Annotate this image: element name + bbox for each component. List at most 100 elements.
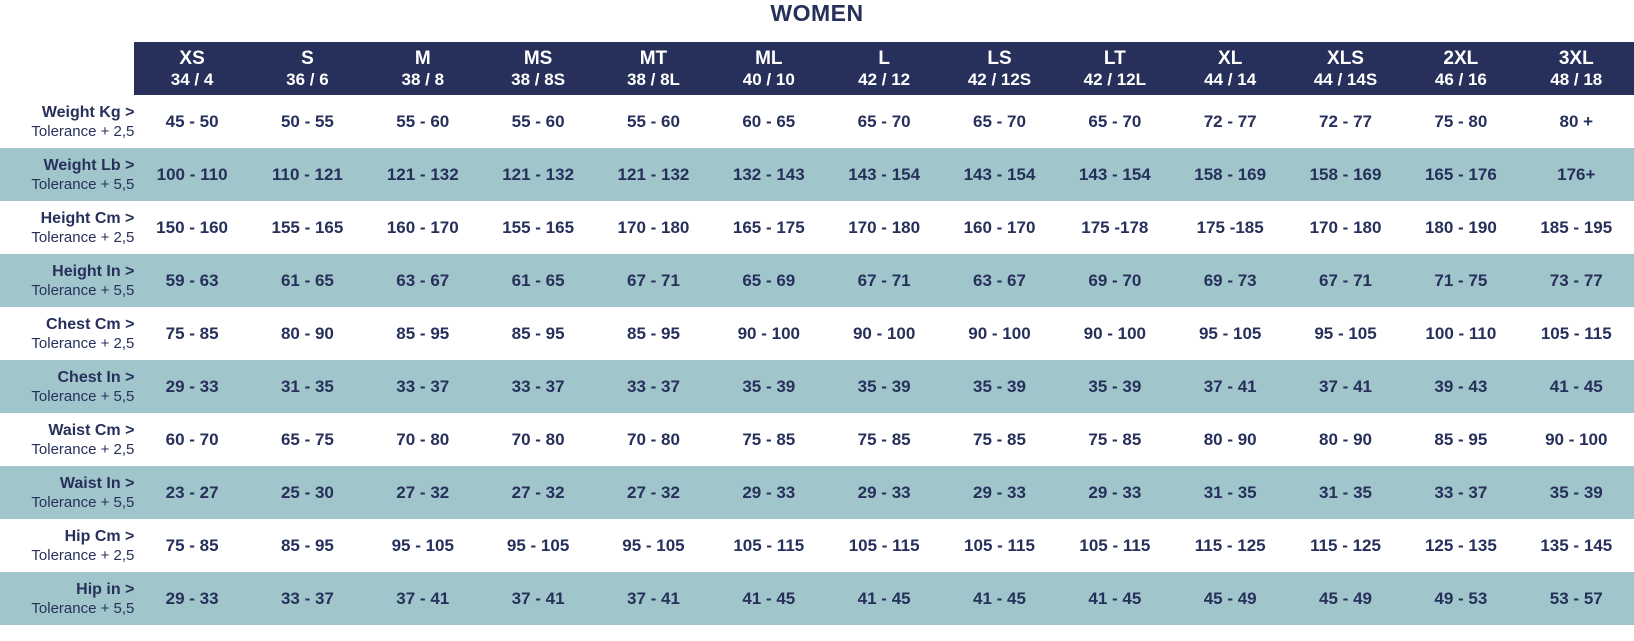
table-cell: 75 - 85	[973, 429, 1026, 449]
table-cell: 69 - 73	[1172, 254, 1288, 307]
size-header-xls: XLS 44 / 14S	[1287, 42, 1404, 95]
table-cell: 110 - 121	[249, 148, 366, 201]
row-label: Chest In > Tolerance + 5,5	[0, 360, 135, 413]
table-cell: 176+	[1518, 148, 1634, 201]
table-cell: 135 - 145	[1540, 535, 1613, 555]
size-code: ML	[755, 47, 783, 69]
table-cell: 80 - 90	[280, 323, 334, 343]
measurement-label: Chest In >	[57, 368, 135, 386]
tolerance-label: Tolerance + 5,5	[31, 281, 135, 299]
table-cell: 80 - 90	[1203, 429, 1257, 449]
table-cell: 49 - 53	[1403, 572, 1519, 625]
table-cell: 69 - 70	[1057, 254, 1173, 307]
table-cell: 70 - 80	[396, 429, 450, 449]
size-header-xl: XL 44 / 14	[1172, 42, 1288, 95]
table-cell: 85 - 95	[396, 323, 450, 343]
table-cell: 125 - 135	[1424, 535, 1497, 555]
table-cell: 95 - 105	[391, 535, 454, 555]
table-cell: 90 - 100	[852, 323, 916, 343]
table-cell: 29 - 33	[134, 360, 250, 413]
size-header-ms: MS 38 / 8S	[480, 42, 596, 95]
tolerance-label: Tolerance + 5,5	[31, 175, 135, 193]
size-header-ml: ML 40 / 10	[711, 42, 827, 95]
table-cell: 45 - 49	[1172, 572, 1288, 625]
size-header-l: L 42 / 12	[826, 42, 942, 95]
table-cell: 95 - 105	[1314, 323, 1377, 343]
table-cell: 105 - 115	[733, 535, 805, 555]
chart-title: WOMEN	[770, 0, 864, 26]
table-cell: 25 - 30	[249, 466, 366, 519]
table-cell: 23 - 27	[134, 466, 250, 519]
size-table: XS 34 / 4 S 36 / 6 M 38 / 8 MS 38 / 8S MT 38 / 8L…	[0, 42, 1634, 625]
table-cell: 75 - 85	[857, 429, 911, 449]
size-eu-uk: 44 / 14	[1204, 69, 1257, 89]
measurement-label: Weight Kg >	[41, 103, 135, 121]
table-cell: 35 - 39	[941, 360, 1058, 413]
table-cell: 37 - 41	[1287, 360, 1404, 413]
table-cell: 170 - 180	[1309, 217, 1382, 237]
header-corner	[0, 42, 135, 95]
size-code: LS	[987, 47, 1012, 69]
tolerance-label: Tolerance + 5,5	[31, 599, 135, 617]
row-label: Weight Kg > Tolerance + 2,5	[0, 95, 135, 148]
row-label: Hip in > Tolerance + 5,5	[0, 572, 135, 625]
size-header-mt: MT 38 / 8L	[595, 42, 712, 95]
table-cell: 100 - 110	[134, 148, 250, 201]
table-cell: 65 - 70	[857, 111, 911, 131]
table-cell: 155 - 165	[271, 217, 344, 237]
measurement-label: Hip in >	[76, 580, 135, 598]
table-cell: 61 - 65	[480, 254, 596, 307]
table-cell: 55 - 60	[396, 111, 450, 131]
size-code: 3XL	[1558, 47, 1594, 69]
table-cell: 72 - 77	[1203, 111, 1257, 131]
measurement-label: Chest Cm >	[45, 315, 135, 333]
size-header-3xl: 3XL 48 / 18	[1518, 42, 1634, 95]
table-cell: 29 - 33	[134, 572, 250, 625]
table-cell: 29 - 33	[711, 466, 827, 519]
table-cell: 115 - 125	[1194, 535, 1266, 555]
size-eu-uk: 48 / 18	[1550, 69, 1603, 89]
table-cell: 90 - 100	[1545, 429, 1608, 449]
size-header-2xl: 2XL 46 / 16	[1403, 42, 1519, 95]
tolerance-label: Tolerance + 5,5	[31, 387, 135, 405]
size-code: XLS	[1327, 47, 1364, 69]
table-cell: 33 - 37	[480, 360, 596, 413]
table-cell: 105 - 115	[1079, 535, 1151, 555]
table-cell: 50 - 55	[280, 111, 334, 131]
table-cell: 105 - 115	[964, 535, 1035, 555]
table-cell: 143 - 154	[826, 148, 942, 201]
table-cell: 158 - 169	[1287, 148, 1404, 201]
row-label: Waist In > Tolerance + 5,5	[0, 466, 135, 519]
table-cell: 95 - 105	[622, 535, 685, 555]
table-cell: 160 - 170	[386, 217, 459, 237]
tolerance-label: Tolerance + 5,5	[31, 493, 135, 511]
table-cell: 105 - 115	[848, 535, 920, 555]
measurement-label: Weight Lb >	[43, 156, 135, 174]
tolerance-label: Tolerance + 2,5	[31, 334, 135, 352]
table-cell: 29 - 33	[1057, 466, 1173, 519]
table-cell: 35 - 39	[1518, 466, 1634, 519]
table-cell: 143 - 154	[941, 148, 1058, 201]
row-label: Height Cm > Tolerance + 2,5	[0, 201, 135, 254]
table-cell: 60 - 65	[742, 111, 796, 131]
table-cell: 29 - 33	[826, 466, 942, 519]
table-row: Hip Cm > Tolerance + 2,5 75 - 85 85 - 95 95 …	[0, 519, 1634, 572]
table-cell: 95 - 105	[506, 535, 570, 555]
table-cell: 55 - 60	[511, 111, 565, 131]
table-cell: 41 - 45	[826, 572, 942, 625]
size-code: XL	[1218, 47, 1243, 69]
table-cell: 60 - 70	[165, 429, 219, 449]
table-cell: 73 - 77	[1518, 254, 1634, 307]
table-cell: 37 - 41	[365, 572, 481, 625]
table-cell: 33 - 37	[595, 360, 712, 413]
table-cell: 155 - 165	[502, 217, 575, 237]
tolerance-label: Tolerance + 2,5	[31, 440, 135, 458]
size-eu-uk: 42 / 12L	[1083, 69, 1147, 89]
table-cell: 45 - 50	[165, 111, 219, 131]
size-code: M	[414, 47, 431, 69]
table-cell: 85 - 95	[1434, 429, 1488, 449]
table-cell: 41 - 45	[1518, 360, 1634, 413]
table-cell: 61 - 65	[249, 254, 366, 307]
table-cell: 33 - 37	[365, 360, 481, 413]
table-cell: 85 - 95	[280, 535, 334, 555]
